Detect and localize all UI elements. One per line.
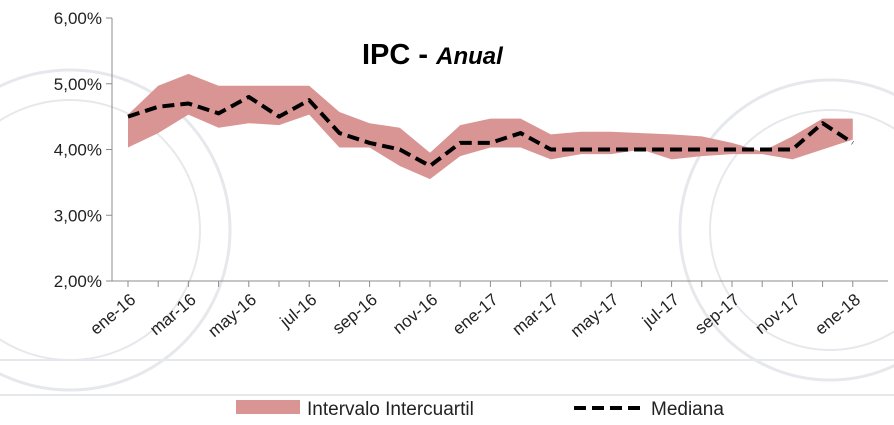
x-tick-label: nov-16 — [389, 290, 441, 338]
y-tick-label: 3,00% — [54, 206, 102, 225]
x-tick-label: sep-16 — [329, 290, 381, 338]
chart-title: IPC - Anual — [362, 39, 504, 71]
x-tick-label: ene-18 — [811, 290, 864, 339]
x-tick-label: jul-16 — [276, 290, 321, 332]
legend-label-band: Intervalo Intercuartil — [307, 399, 474, 420]
x-tick-label: jul-17 — [638, 290, 683, 332]
x-tick-label: ene-17 — [449, 290, 502, 339]
x-tick-label: may-16 — [204, 290, 260, 341]
y-tick-label: 5,00% — [54, 75, 102, 94]
x-tick-label: ene-16 — [87, 290, 140, 339]
legend-label-median: Mediana — [651, 399, 724, 420]
chart-title-main: IPC - — [362, 39, 436, 71]
y-tick-label: 2,00% — [54, 272, 102, 291]
band-area — [128, 73, 853, 180]
y-tick-label: 4,00% — [54, 141, 102, 160]
x-tick-label: nov-17 — [752, 290, 804, 338]
x-tick-label: may-17 — [567, 290, 623, 341]
y-tick-label: 6,00% — [54, 9, 102, 28]
legend-swatch-band — [236, 400, 300, 414]
legend: Intervalo Intercuartil Mediana — [236, 399, 724, 420]
chart-title-sub: Anual — [435, 43, 504, 70]
x-tick-label: mar-17 — [509, 290, 562, 339]
watermark-logo — [0, 68, 894, 396]
